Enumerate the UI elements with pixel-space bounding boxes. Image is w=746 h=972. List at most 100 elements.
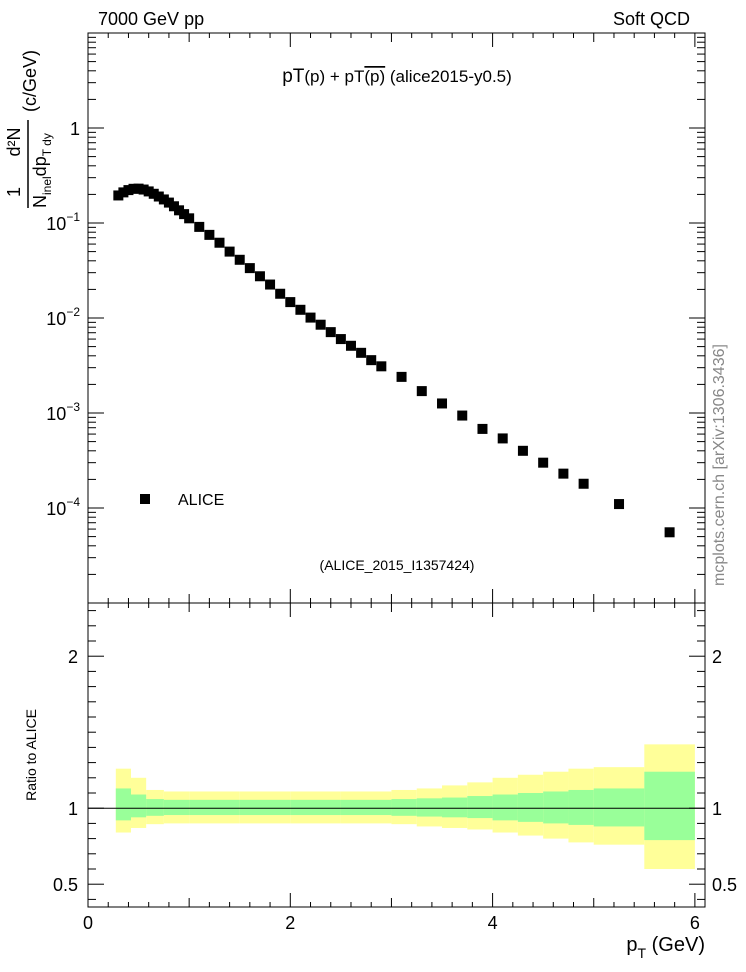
data-point <box>437 398 448 409</box>
inner-band-bin <box>644 771 695 841</box>
header-right: Soft QCD <box>613 9 690 29</box>
x-tick-label: 0 <box>83 913 93 933</box>
inner-band-bin <box>130 794 147 818</box>
data-point <box>168 201 179 212</box>
x-title-p: p <box>626 934 637 956</box>
main-y-tick-label: 10−2 <box>46 305 80 329</box>
data-point <box>148 188 159 199</box>
data-point <box>138 184 149 195</box>
data-point <box>214 237 225 248</box>
title-plus: + pT <box>325 67 364 86</box>
y-tick-exponent: −3 <box>66 400 80 414</box>
data-point <box>128 183 139 194</box>
data-point <box>366 355 377 366</box>
data-point <box>174 205 185 216</box>
y-title-denominator: NineldpT dy <box>30 133 54 208</box>
data-point <box>265 279 276 290</box>
y-tick-exponent: −1 <box>66 210 80 224</box>
ratio-y-tick-label-left: 1 <box>68 799 78 819</box>
main-y-tick-label: 10−1 <box>46 210 80 234</box>
main-title: pT(p) + pT(p) (alice2015-y0.5) <box>282 66 512 87</box>
x-axis-title: pT (GeV) <box>626 934 705 961</box>
data-point <box>376 361 387 372</box>
data-point <box>133 183 144 194</box>
inner-band-bin <box>442 797 468 818</box>
inner-band-bin <box>163 799 190 816</box>
x-tick-label: 2 <box>285 913 295 933</box>
inner-band-bin <box>543 791 569 824</box>
data-point <box>204 229 215 240</box>
x-axis-ticks <box>87 33 696 907</box>
data-point <box>275 288 286 299</box>
y-title-dp: dp <box>30 156 50 176</box>
main-y-tick-label: 1 <box>70 119 80 139</box>
ratio-y-tick-label-right: 1 <box>712 799 722 819</box>
data-point <box>234 254 245 265</box>
x-tick-label: 4 <box>488 913 498 933</box>
ratio-y-axis-title: Ratio to ALICE <box>23 709 39 801</box>
data-point <box>315 319 326 330</box>
y-tick-exponent: −4 <box>66 495 80 509</box>
data-point <box>244 263 255 274</box>
data-point <box>416 386 427 397</box>
ratio-bands <box>115 744 695 869</box>
legend-label: ALICE <box>178 492 224 509</box>
data-point <box>558 468 569 479</box>
inner-band-bin <box>492 794 518 821</box>
data-point <box>184 213 195 224</box>
inner-band-bin <box>391 799 417 816</box>
data-markers <box>113 183 675 538</box>
y-title-one: 1 <box>4 187 24 197</box>
data-point <box>143 186 154 197</box>
data-point <box>123 185 134 196</box>
y-title-n: N <box>30 195 50 208</box>
watermark: mcplots.cern.ch [arXiv:1306.3436] <box>711 344 728 586</box>
inner-band-bin <box>146 799 164 816</box>
data-point <box>285 297 296 308</box>
inner-band-bin <box>467 796 493 819</box>
y-tick-base: 10 <box>46 404 66 424</box>
data-point <box>614 499 625 510</box>
ratio-y-axis-title-group: Ratio to ALICE <box>23 709 39 801</box>
title-rest: (alice2015-y0.5) <box>385 67 512 86</box>
title-pt: pT <box>282 66 305 87</box>
data-point <box>538 457 549 468</box>
inner-band-bin <box>239 799 291 816</box>
y-title-tdy: T dy <box>40 133 54 156</box>
y-tick-base: 10 <box>46 499 66 519</box>
y-title-d2n: d²N <box>4 127 24 156</box>
data-point <box>194 221 205 232</box>
data-point <box>295 304 306 315</box>
analysis-label: (ALICE_2015_I1357424) <box>320 557 475 573</box>
main-y-ticks <box>88 36 705 604</box>
title-p: (p) <box>304 67 325 86</box>
watermark-group: mcplots.cern.ch [arXiv:1306.3436] <box>711 344 728 586</box>
main-y-axis-title: 1 d²N NineldpT dy (c/GeV) <box>4 50 54 208</box>
main-y-tick-label: 10−3 <box>46 400 80 424</box>
x-tick-label: 6 <box>690 913 700 933</box>
y-tick-base: 1 <box>70 119 80 139</box>
data-point <box>477 423 488 434</box>
inner-band-bin <box>189 799 240 816</box>
inner-band-bin <box>340 799 392 816</box>
data-point <box>356 347 367 358</box>
data-point <box>457 410 468 421</box>
y-title-unit: (c/GeV) <box>20 50 40 112</box>
inner-band-bin <box>568 789 594 825</box>
data-point <box>118 187 129 198</box>
data-point <box>325 327 336 338</box>
main-panel-frame <box>87 32 706 604</box>
data-point <box>517 445 528 456</box>
inner-band-bin <box>115 788 131 821</box>
y-title-inel: inel <box>40 176 54 195</box>
data-point <box>163 197 174 208</box>
inner-band-bin <box>593 788 645 827</box>
inner-band-bin <box>290 799 341 816</box>
title-pbar: (p) <box>364 67 385 86</box>
y-tick-base: 10 <box>46 214 66 234</box>
data-point <box>664 527 675 538</box>
y-tick-exponent: −2 <box>66 305 80 319</box>
ratio-y-tick-label-right: 2 <box>712 647 722 667</box>
ratio-y-tick-label-left: 2 <box>68 647 78 667</box>
